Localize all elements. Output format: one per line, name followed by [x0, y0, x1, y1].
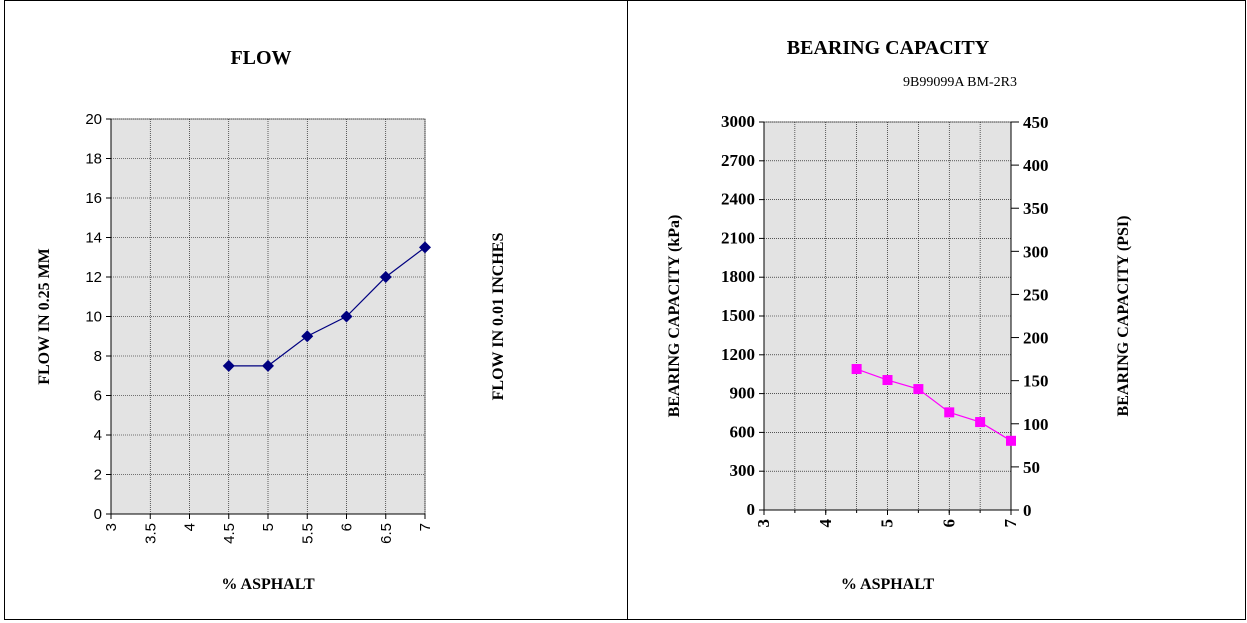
x-axis-label: % ASPHALT	[221, 576, 315, 593]
data-point-square	[944, 407, 955, 418]
y2-tick-label: 400	[1023, 156, 1049, 175]
y-axis-label: FLOW IN 0.25 MM	[36, 248, 53, 385]
y-tick-label: 2700	[721, 151, 755, 170]
x-tick-label: 5.5	[299, 523, 316, 544]
data-point-diamond	[301, 330, 314, 343]
data-point-diamond	[340, 310, 353, 323]
series-line	[228, 246, 426, 367]
y2-tick-label: 250	[1023, 285, 1049, 304]
y-tick-label: 14	[85, 230, 102, 247]
data-point-square	[975, 417, 986, 428]
series-line	[856, 368, 1012, 442]
x-tick-label: 4	[816, 519, 835, 528]
data-point-diamond	[379, 271, 392, 283]
chart-title: FLOW	[230, 47, 291, 69]
y-tick-label: 300	[730, 461, 756, 480]
y2-tick-label: 300	[1023, 242, 1049, 261]
y2-tick-label: 450	[1023, 113, 1049, 132]
flow-chart-panel: 0 2 4 6 8 10 12 14 16 18 20 3 3.5 4 4.5 5 5.5 6 6.5 7 FLOW % …	[4, 0, 628, 620]
y-tick-label: 4	[94, 427, 102, 444]
y-tick-label: 2100	[721, 228, 755, 247]
x-tick-label: 7	[417, 523, 434, 531]
x-tick-label: 5	[260, 523, 277, 531]
x-tick-label: 5	[878, 519, 897, 528]
data-point-square	[851, 364, 862, 375]
y-tick-label: 16	[85, 190, 102, 207]
bearing-chart-panel: 0 300 600 900 1200 1500 1800 2100 2400 2700 3000 3 4…	[627, 0, 1246, 620]
y-tick-label: 1500	[721, 306, 755, 325]
y-tick-label: 2	[94, 467, 102, 484]
data-point-diamond	[222, 359, 235, 372]
x-tick-label: 3	[103, 523, 120, 531]
chart-subtitle: 9B99099A BM-2R3	[903, 75, 1017, 90]
x-tick-label: 7	[1001, 519, 1020, 528]
y2-tick-label: 350	[1023, 199, 1049, 218]
y-tick-label: 600	[730, 422, 756, 441]
y-tick-label: 12	[85, 269, 102, 286]
data-point-square	[1006, 435, 1016, 446]
y-tick-label: 1200	[721, 345, 755, 364]
x-tick-label: 3	[754, 519, 773, 528]
y2-tick-label: 100	[1023, 415, 1049, 434]
y2-tick-label: 200	[1023, 329, 1049, 348]
y2-tick-label: 150	[1023, 372, 1049, 391]
y2-tick-label: 50	[1023, 458, 1040, 477]
y-tick-label: 18	[85, 151, 102, 168]
x-tick-label: 3.5	[142, 523, 159, 544]
y-tick-label: 1800	[721, 267, 755, 286]
y-tick-label: 8	[94, 348, 102, 365]
x-tick-label: 4.5	[221, 523, 238, 544]
x-axis-label: % ASPHALT	[841, 576, 935, 593]
data-point-diamond	[262, 359, 274, 372]
chart-title: BEARING CAPACITY	[787, 37, 990, 59]
y-tick-label: 900	[730, 384, 756, 403]
y2-axis-label: BEARING CAPACITY (PSI)	[1115, 216, 1132, 417]
y-tick-label: 0	[94, 506, 102, 523]
y-tick-label: 2400	[721, 190, 755, 209]
y-tick-label: 3000	[721, 112, 755, 131]
flow-chart: 0 2 4 6 8 10 12 14 16 18 20 3 3.5 4 4.5 5 5.5 6 6.5 7 FLOW % …	[36, 47, 507, 593]
y-tick-label: 20	[85, 111, 102, 128]
data-point-square	[882, 375, 893, 386]
data-point-diamond	[419, 241, 431, 254]
y2-axis-label: FLOW IN 0.01 INCHES	[490, 233, 507, 401]
y-tick-label: 6	[94, 388, 102, 405]
y-tick-label: 10	[85, 309, 102, 326]
x-tick-label: 6	[339, 523, 356, 531]
y-tick-label: 0	[747, 500, 756, 519]
data-point-square	[913, 384, 924, 395]
x-tick-label: 6	[939, 519, 958, 528]
y2-tick-label: 0	[1023, 501, 1032, 520]
x-tick-label: 4	[182, 523, 199, 531]
x-tick-label: 6.5	[378, 523, 395, 544]
y-axis-label: BEARING CAPACITY (kPa)	[666, 215, 683, 418]
